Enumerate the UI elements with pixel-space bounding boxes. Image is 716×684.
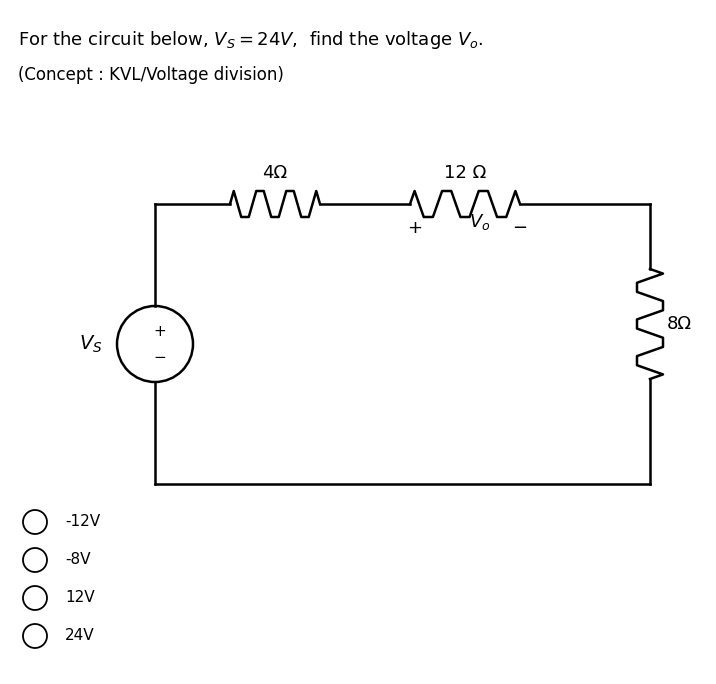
Text: 8Ω: 8Ω (667, 315, 692, 333)
Text: -8V: -8V (65, 553, 90, 568)
Text: $V_o$: $V_o$ (469, 212, 490, 232)
Text: 12V: 12V (65, 590, 95, 605)
Text: +: + (154, 324, 166, 339)
Text: (Concept : KVL/Voltage division): (Concept : KVL/Voltage division) (18, 66, 284, 84)
Text: −: − (513, 219, 528, 237)
Text: 12 Ω: 12 Ω (444, 164, 486, 182)
Text: +: + (407, 219, 422, 237)
Text: $V_S$: $V_S$ (79, 333, 103, 354)
Text: 24V: 24V (65, 629, 95, 644)
Text: For the circuit below, $V_S = 24V$,  find the voltage $V_o$.: For the circuit below, $V_S = 24V$, find… (18, 29, 483, 51)
Text: −: − (154, 350, 166, 365)
Text: 4Ω: 4Ω (263, 164, 288, 182)
Text: -12V: -12V (65, 514, 100, 529)
